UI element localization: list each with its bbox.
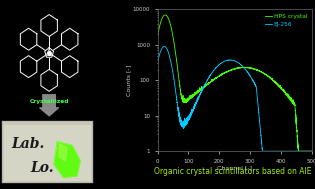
Bar (4, 125, 91, 181)
Text: Crystallized: Crystallized (29, 99, 69, 104)
EJ-256 (307, 150, 311, 152)
HPS crystal (215, 76, 219, 78)
FancyArrow shape (39, 94, 59, 116)
HPS crystal (307, 150, 311, 152)
HPS crystal (163, 14, 167, 16)
HPS crystal (173, 49, 177, 51)
Line: EJ-256: EJ-256 (158, 46, 312, 151)
EJ-256 (182, 124, 186, 126)
HPS crystal (310, 150, 314, 152)
Polygon shape (54, 142, 80, 178)
Bar (2, 121, 93, 183)
Text: Lab.: Lab. (11, 137, 44, 151)
Y-axis label: Counts [-]: Counts [-] (126, 65, 131, 96)
EJ-256 (310, 150, 314, 152)
HPS crystal (156, 35, 159, 37)
Line: HPS crystal: HPS crystal (158, 15, 312, 151)
X-axis label: Channel [-]: Channel [-] (217, 165, 252, 170)
EJ-256 (290, 150, 294, 152)
Text: Organic crystal scintillators based on AIE: Organic crystal scintillators based on A… (154, 167, 312, 176)
Legend: HPS crystal, EJ-256: HPS crystal, EJ-256 (263, 12, 309, 29)
EJ-256 (261, 150, 264, 152)
HPS crystal (290, 99, 294, 102)
EJ-256 (221, 61, 225, 63)
Text: Lo.: Lo. (31, 161, 54, 175)
Polygon shape (59, 144, 67, 161)
HPS crystal (296, 150, 300, 152)
EJ-256 (215, 66, 219, 68)
EJ-256 (173, 87, 177, 89)
EJ-256 (163, 45, 166, 48)
EJ-256 (156, 62, 159, 64)
HPS crystal (221, 73, 225, 75)
HPS crystal (182, 101, 186, 104)
